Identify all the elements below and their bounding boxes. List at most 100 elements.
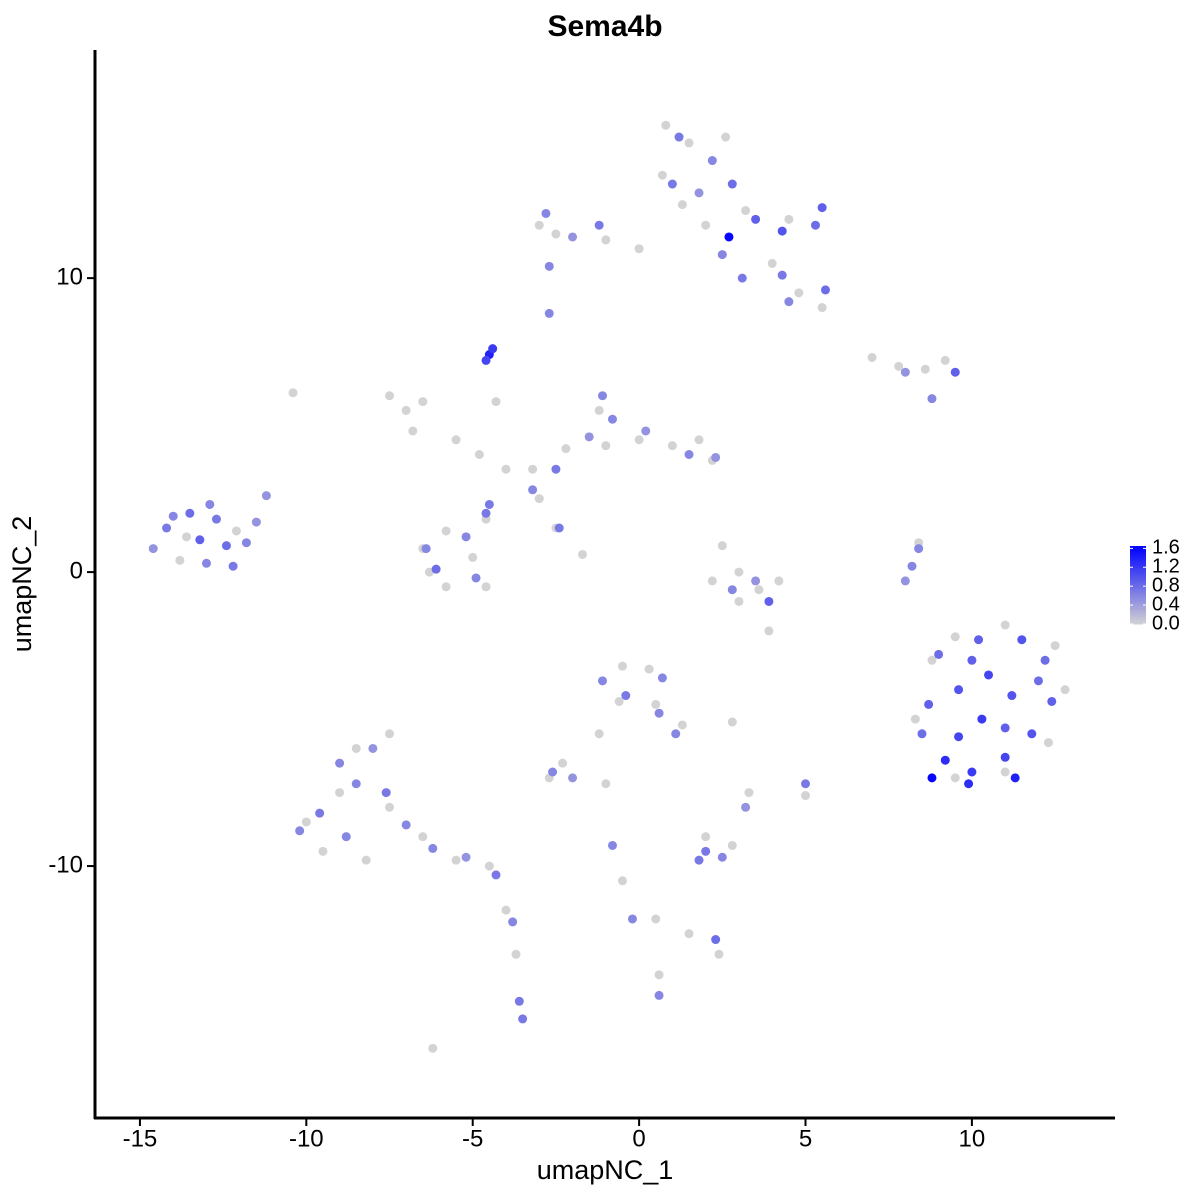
point <box>950 632 960 642</box>
colorbar-segment <box>1130 559 1146 563</box>
point <box>534 494 544 504</box>
point <box>551 464 561 474</box>
point <box>734 567 744 577</box>
colorbar: 0.00.40.81.21.6 <box>1130 537 1180 634</box>
colorbar-segment <box>1130 620 1146 623</box>
point <box>617 876 627 886</box>
point <box>361 855 371 865</box>
point <box>684 138 694 148</box>
point <box>964 779 974 789</box>
point <box>737 273 747 283</box>
point <box>867 352 877 362</box>
point <box>727 840 737 850</box>
point <box>634 435 644 445</box>
point <box>601 441 611 451</box>
colorbar-segment <box>1130 569 1146 572</box>
point <box>711 452 721 462</box>
point <box>1000 723 1010 733</box>
colorbar-segment <box>1130 557 1146 561</box>
point <box>927 773 937 783</box>
colorbar-segment <box>1130 618 1146 621</box>
point <box>777 270 787 280</box>
point <box>954 685 964 695</box>
colorbar-segment <box>1130 565 1146 568</box>
point <box>351 779 361 789</box>
point <box>335 788 345 798</box>
colorbar-segment <box>1130 588 1146 592</box>
point <box>461 852 471 862</box>
point <box>940 755 950 765</box>
x-axis-label: umapNC_1 <box>537 1155 674 1185</box>
point <box>601 235 611 245</box>
point <box>385 802 395 812</box>
point <box>940 355 950 365</box>
point <box>984 670 994 680</box>
point <box>721 132 731 142</box>
point <box>810 220 820 230</box>
point <box>568 773 578 783</box>
colorbar-tick-label: 1.2 <box>1152 556 1180 578</box>
point <box>598 676 608 686</box>
point <box>335 758 345 768</box>
y-tick-label: 10 <box>56 263 83 290</box>
point <box>385 391 395 401</box>
point <box>594 405 604 415</box>
point <box>667 441 677 451</box>
point <box>654 708 664 718</box>
point <box>614 696 624 706</box>
point <box>501 905 511 915</box>
colorbar-segment <box>1130 567 1146 570</box>
point <box>182 532 192 542</box>
point <box>644 664 654 674</box>
point <box>441 582 451 592</box>
point <box>408 426 418 436</box>
colorbar-segment <box>1130 596 1146 600</box>
point <box>315 808 325 818</box>
point <box>554 523 564 533</box>
colorbar-segment <box>1130 622 1146 625</box>
point <box>1047 696 1057 706</box>
point <box>817 203 827 213</box>
point <box>1060 685 1070 695</box>
point <box>162 523 172 533</box>
point <box>917 729 927 739</box>
point <box>767 258 777 268</box>
point <box>607 840 617 850</box>
point <box>954 732 964 742</box>
point <box>368 743 378 753</box>
point <box>241 538 251 548</box>
colorbar-tick-label: 1.6 <box>1152 537 1180 559</box>
colorbar-segment <box>1130 586 1146 590</box>
y-axis-label: umapNC_2 <box>7 516 37 653</box>
point <box>381 788 391 798</box>
point <box>231 526 241 536</box>
colorbar-segment <box>1130 577 1146 580</box>
point <box>561 444 571 454</box>
point <box>511 949 521 959</box>
colorbar-segment <box>1130 598 1146 602</box>
colorbar-tick-label: 0.0 <box>1152 612 1180 634</box>
colorbar-segment <box>1130 575 1146 578</box>
point <box>428 1043 438 1053</box>
y-tick-label: 0 <box>70 557 83 584</box>
point <box>548 767 558 777</box>
point <box>584 432 594 442</box>
colorbar-segment <box>1130 592 1146 596</box>
point <box>594 220 604 230</box>
point <box>195 535 205 545</box>
colorbar-segment <box>1130 581 1146 584</box>
colorbar-segment <box>1130 614 1146 617</box>
point <box>484 499 494 509</box>
point <box>801 791 811 801</box>
point <box>920 364 930 374</box>
point <box>1000 767 1010 777</box>
x-tick-label: -10 <box>289 1125 324 1152</box>
point <box>491 870 501 880</box>
point <box>977 714 987 724</box>
point <box>341 832 351 842</box>
colorbar-segment <box>1130 555 1146 559</box>
point <box>744 788 754 798</box>
colorbar-segment <box>1130 606 1146 609</box>
point <box>541 208 551 218</box>
point <box>1000 620 1010 630</box>
